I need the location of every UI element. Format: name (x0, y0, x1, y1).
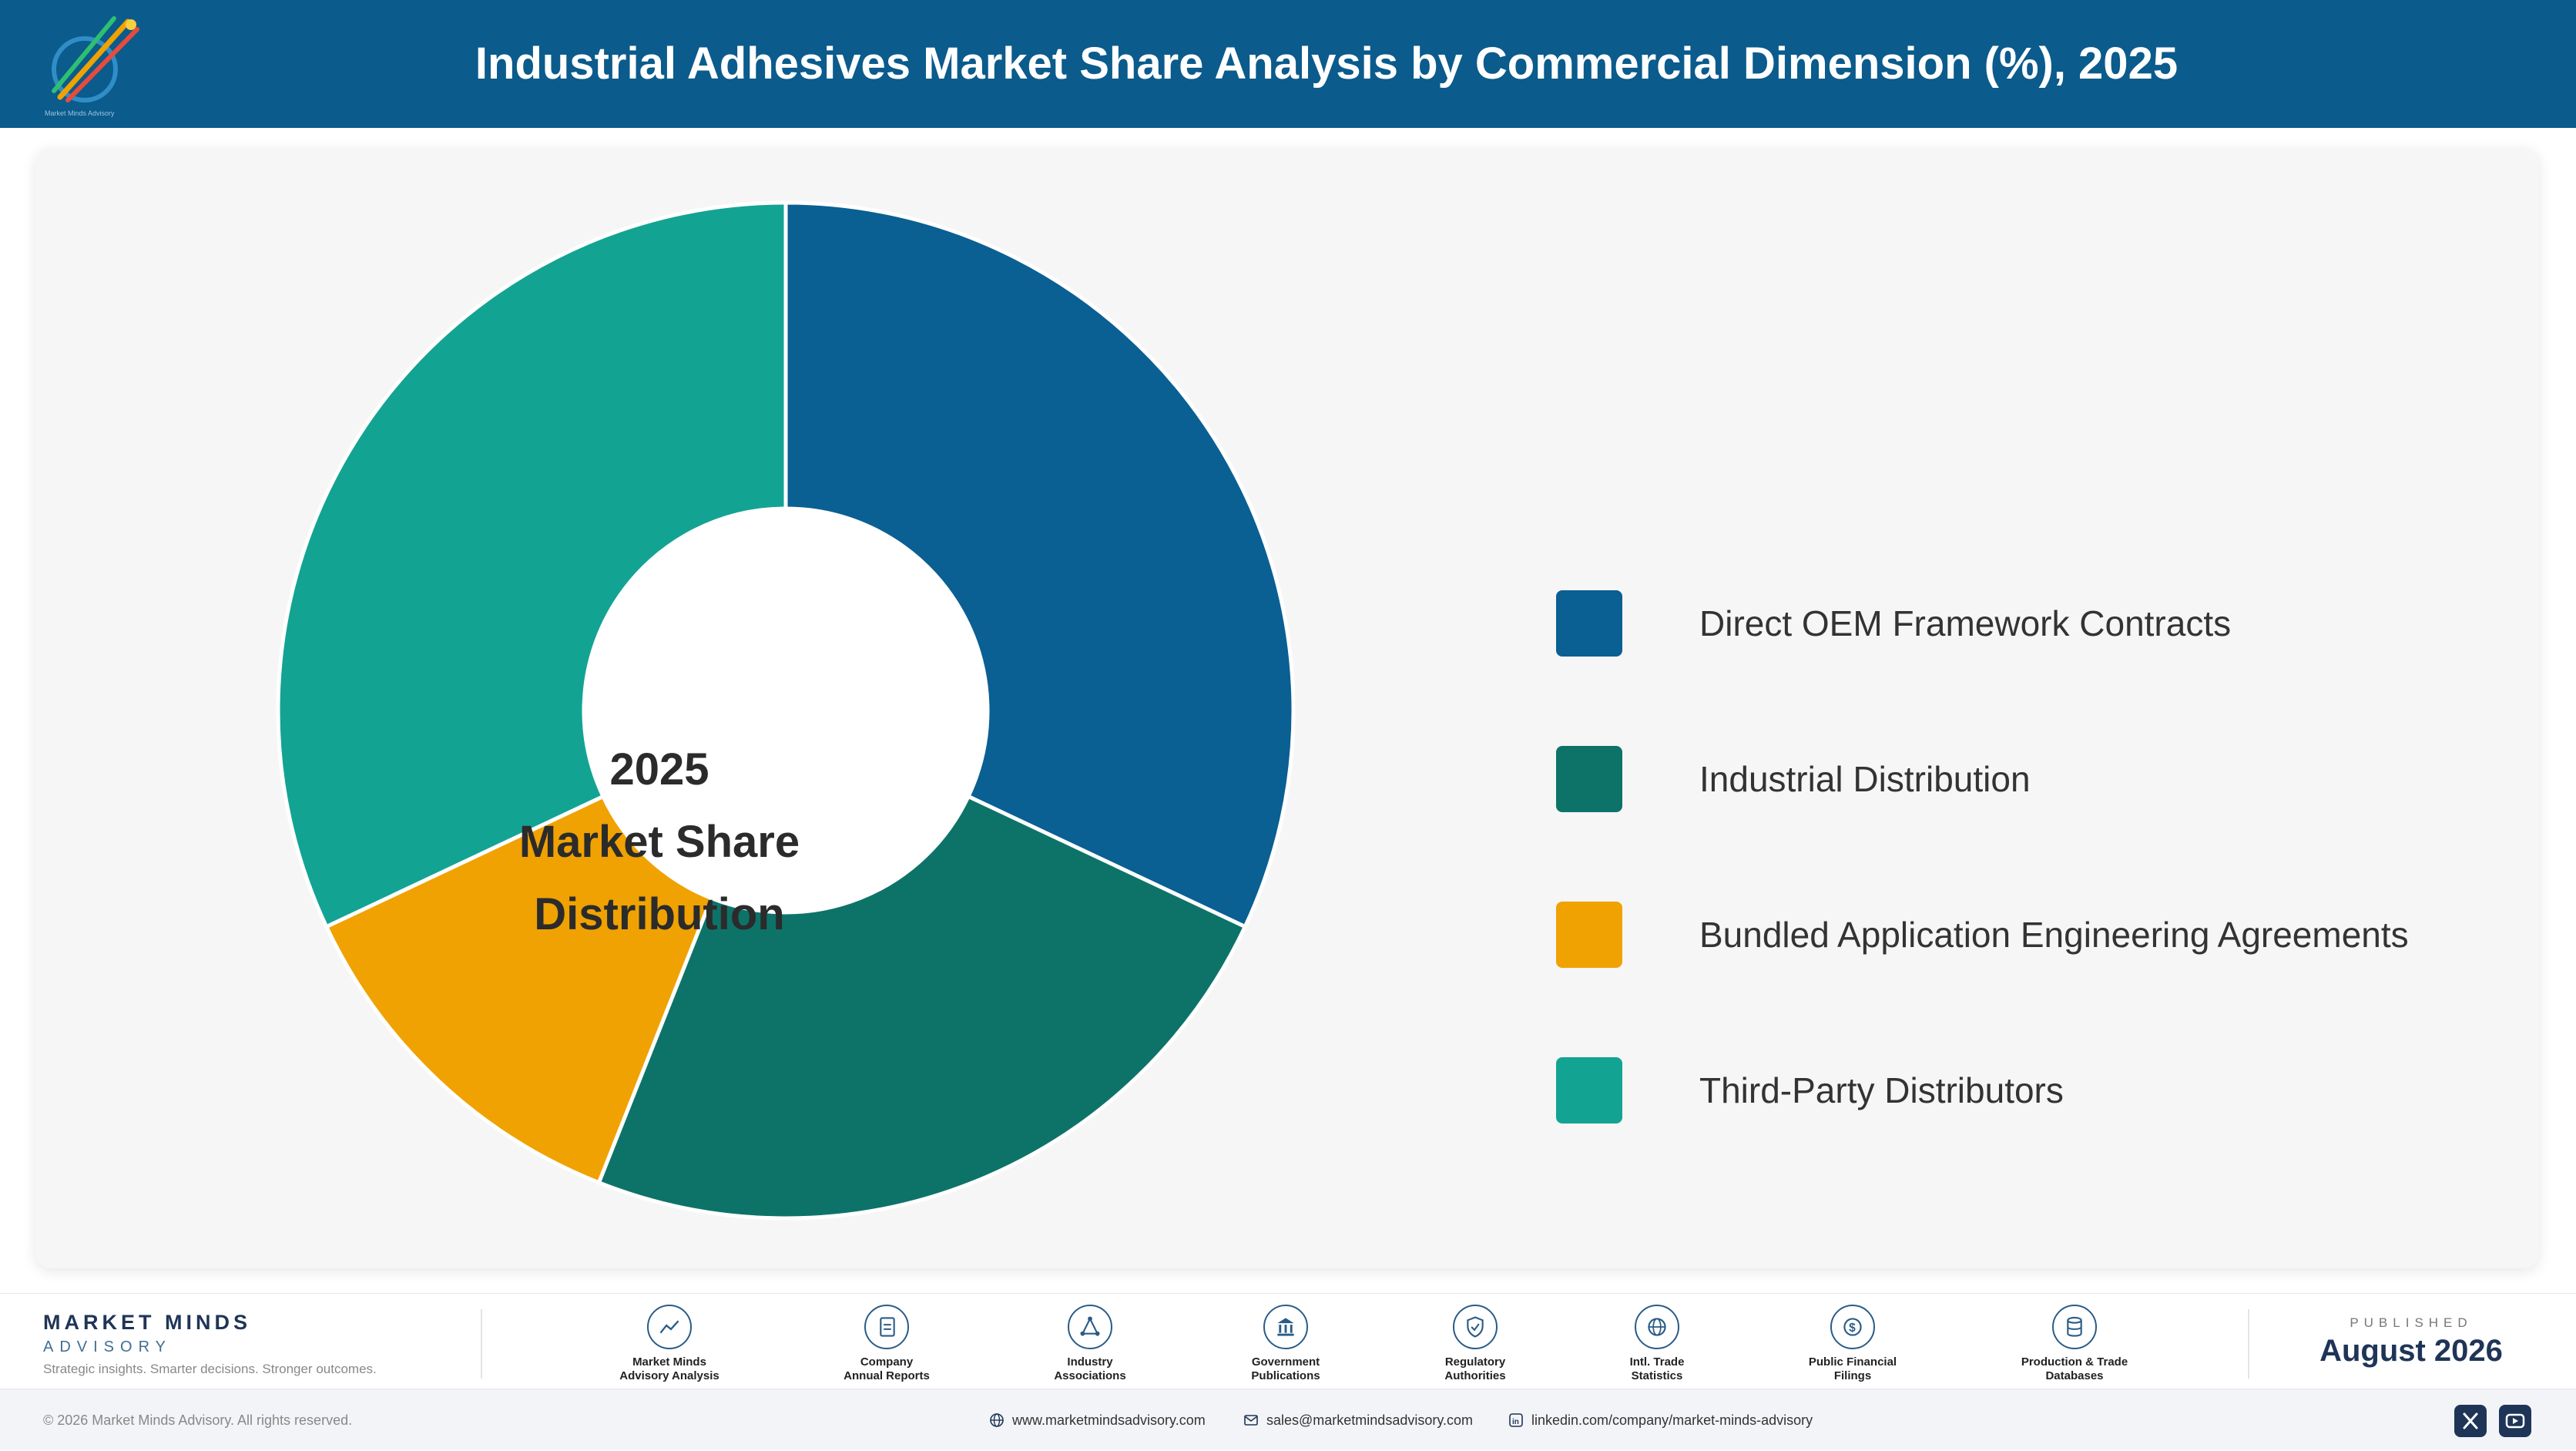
legend-swatch (1556, 746, 1622, 812)
source-label: Intl. Trade Statistics (1629, 1355, 1685, 1382)
copyright-text: © 2026 Market Minds Advisory. All rights… (43, 1412, 353, 1428)
source-item: Intl. Trade Statistics (1572, 1305, 1742, 1383)
donut-chart (276, 200, 1296, 1221)
linkedin-text: linkedin.com/company/market-minds-adviso… (1531, 1412, 1813, 1428)
legend-item: Direct OEM Framework Contracts (1556, 590, 2480, 658)
legend-label: Industrial Distribution (1699, 759, 2031, 799)
network-icon (1068, 1305, 1112, 1349)
source-item: Market Minds Advisory Analysis (585, 1305, 754, 1383)
brand-tagline: Strategic insights. Smarter decisions. S… (43, 1362, 377, 1376)
source-item: Industry Associations (1005, 1305, 1175, 1383)
dollar-coin-icon: $ (1830, 1305, 1875, 1349)
footer-divider (481, 1309, 482, 1379)
source-item: Production & Trade Databases (1990, 1305, 2159, 1383)
globe-icon (990, 1413, 1004, 1427)
x-icon (2463, 1412, 2478, 1429)
bottom-bar: © 2026 Market Minds Advisory. All rights… (0, 1389, 2576, 1450)
source-label: Production & Trade Databases (2021, 1355, 2128, 1382)
database-icon (2052, 1305, 2097, 1349)
donut-hole (584, 509, 988, 912)
legend-item: Third-Party Distributors (1556, 1057, 2480, 1125)
source-label: Government Publications (1251, 1355, 1320, 1382)
legend-swatch (1556, 902, 1622, 968)
email-text: sales@marketmindsadvisory.com (1266, 1412, 1474, 1428)
center-label-year: 2025 (609, 744, 709, 794)
source-item: Regulatory Authorities (1390, 1305, 1560, 1383)
youtube-icon (2505, 1413, 2525, 1429)
source-label: Market Minds Advisory Analysis (619, 1355, 719, 1382)
published-date: August 2026 (2319, 1334, 2503, 1368)
document-icon (864, 1305, 909, 1349)
legend-item: Bundled Application Engineering Agreemen… (1556, 902, 2480, 969)
published-label: PUBLISHED (2350, 1315, 2473, 1330)
source-item: Company Annual Reports (802, 1305, 971, 1383)
footer-divider (2248, 1309, 2249, 1379)
brand-name: MARKET MINDS (43, 1311, 251, 1334)
shield-check-icon (1453, 1305, 1498, 1349)
legend-label: Bundled Application Engineering Agreemen… (1699, 915, 2409, 955)
center-label-line-3: Distribution (534, 889, 785, 939)
source-label: Regulatory Authorities (1444, 1355, 1506, 1382)
source-item: Government Publications (1201, 1305, 1370, 1383)
logo-icon (52, 16, 139, 102)
line-chart-icon (647, 1305, 692, 1349)
footer: MARKET MINDS ADVISORY Strategic insights… (0, 1293, 2576, 1389)
svg-text:$: $ (1849, 1322, 1856, 1335)
source-label: Company Annual Reports (844, 1355, 930, 1382)
legend-swatch (1556, 590, 1622, 657)
government-building-icon (1263, 1305, 1308, 1349)
svg-text:in: in (1512, 1418, 1519, 1426)
page-title: Industrial Adhesives Market Share Analys… (475, 39, 2179, 89)
header-bar: Market Minds Advisory Industrial Adhesiv… (0, 0, 2576, 128)
brand-subtitle: ADVISORY (43, 1338, 172, 1355)
legend-item: Industrial Distribution (1556, 746, 2480, 814)
source-label: Industry Associations (1054, 1355, 1126, 1382)
legend-label: Direct OEM Framework Contracts (1699, 603, 2232, 643)
legend-swatch (1556, 1057, 1622, 1124)
donut-center-label: 2025 Market Share Distribution (498, 734, 821, 951)
youtube-social-button[interactable] (2499, 1405, 2531, 1437)
x-social-button[interactable] (2454, 1405, 2487, 1437)
source-item: $ Public Financial Filings (1768, 1305, 1937, 1383)
center-label-line-2: Market Share (518, 817, 800, 867)
website-text: www.marketmindsadvisory.com (1012, 1412, 1206, 1428)
source-label: Public Financial Filings (1808, 1355, 1897, 1382)
linkedin-icon: in (1509, 1413, 1523, 1427)
globe-icon (1635, 1305, 1679, 1349)
legend-label: Third-Party Distributors (1699, 1070, 2064, 1110)
mail-icon (1244, 1415, 1258, 1426)
chart-card: 2025 Market Share Distribution Direct OE… (35, 148, 2539, 1268)
donut-slice-third-party-distributors (276, 200, 788, 929)
logo-text: Market Minds Advisory (45, 109, 115, 117)
